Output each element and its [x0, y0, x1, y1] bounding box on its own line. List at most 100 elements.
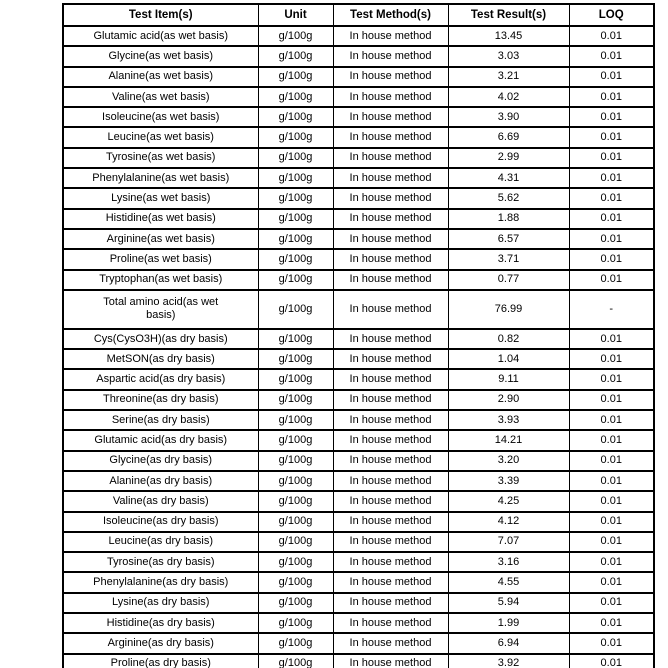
cell-test-result: 1.99: [447, 612, 570, 635]
cell-unit: g/100g: [257, 187, 334, 210]
cell-test-result: 4.55: [447, 571, 570, 594]
cell-test-result: 6.69: [447, 126, 570, 149]
cell-test-method: In house method: [332, 65, 449, 88]
cell-unit: g/100g: [257, 146, 334, 170]
cell-test-method: In house method: [332, 187, 449, 210]
cell-unit: g/100g: [257, 510, 334, 533]
cell-test-item: MetSON(as dry basis): [62, 348, 259, 371]
cell-test-item: Aspartic acid(as dry basis): [62, 368, 259, 391]
cell-test-item: Valine(as wet basis): [62, 85, 259, 109]
cell-test-result: 2.99: [447, 146, 570, 170]
header-row: Test Item(s) Unit Test Method(s) Test Re…: [62, 3, 655, 27]
cell-test-result: 3.92: [447, 652, 570, 668]
cell-loq: 0.01: [568, 510, 655, 533]
cell-loq: 0.01: [568, 207, 655, 230]
cell-loq: 0.01: [568, 126, 655, 149]
cell-unit: g/100g: [257, 591, 334, 615]
cell-test-result: 3.03: [447, 45, 570, 68]
cell-test-result: 3.20: [447, 449, 570, 472]
cell-test-method: In house method: [332, 632, 449, 655]
cell-loq: 0.01: [568, 612, 655, 635]
cell-test-result: 4.02: [447, 85, 570, 109]
cell-test-result: 3.71: [447, 248, 570, 271]
table-row: Aspartic acid(as dry basis) g/100g In ho…: [62, 368, 655, 391]
cell-unit: g/100g: [257, 227, 334, 251]
cell-unit: g/100g: [257, 551, 334, 574]
cell-loq: 0.01: [568, 449, 655, 472]
table-row: Alanine(as wet basis) g/100g In house me…: [62, 65, 655, 88]
cell-loq: 0.01: [568, 227, 655, 251]
table-row: Total amino acid(as wet basis) g/100g In…: [62, 288, 655, 330]
cell-unit: g/100g: [257, 268, 334, 291]
table-row: Alanine(as dry basis) g/100g In house me…: [62, 469, 655, 493]
cell-test-result: 2.90: [447, 388, 570, 412]
table-row: Leucine(as wet basis) g/100g In house me…: [62, 126, 655, 149]
table-row: Leucine(as dry basis) g/100g In house me…: [62, 530, 655, 554]
cell-test-result: 14.21: [447, 429, 570, 452]
cell-test-method: In house method: [332, 248, 449, 271]
cell-loq: 0.01: [568, 551, 655, 574]
cell-test-method: In house method: [332, 571, 449, 594]
cell-test-item: Tyrosine(as dry basis): [62, 551, 259, 574]
table-row: Phenylalanine(as wet basis) g/100g In ho…: [62, 167, 655, 190]
cell-test-method: In house method: [332, 45, 449, 68]
cell-test-method: In house method: [332, 388, 449, 412]
cell-test-item: Histidine(as wet basis): [62, 207, 259, 230]
cell-test-item: Glycine(as dry basis): [62, 449, 259, 472]
cell-unit: g/100g: [257, 65, 334, 88]
cell-test-result: 4.31: [447, 167, 570, 190]
cell-loq: 0.01: [568, 167, 655, 190]
cell-unit: g/100g: [257, 429, 334, 452]
table-row: Proline(as wet basis) g/100g In house me…: [62, 248, 655, 271]
cell-loq: 0.01: [568, 409, 655, 432]
table-row: Glycine(as wet basis) g/100g In house me…: [62, 45, 655, 68]
cell-test-method: In house method: [332, 227, 449, 251]
table-row: Tyrosine(as dry basis) g/100g In house m…: [62, 551, 655, 574]
cell-test-result: 3.90: [447, 106, 570, 129]
cell-test-item: Leucine(as wet basis): [62, 126, 259, 149]
table-row: Isoleucine(as dry basis) g/100g In house…: [62, 510, 655, 533]
cell-unit: g/100g: [257, 409, 334, 432]
table-row: Glutamic acid(as wet basis) g/100g In ho…: [62, 24, 655, 48]
cell-test-method: In house method: [332, 268, 449, 291]
cell-test-item: Arginine(as dry basis): [62, 632, 259, 655]
cell-unit: g/100g: [257, 248, 334, 271]
table-row: Threonine(as dry basis) g/100g In house …: [62, 388, 655, 412]
cell-unit: g/100g: [257, 207, 334, 230]
cell-test-item: Leucine(as dry basis): [62, 530, 259, 554]
cell-test-item: Proline(as dry basis): [62, 652, 259, 668]
cell-test-method: In house method: [332, 510, 449, 533]
cell-test-method: In house method: [332, 146, 449, 170]
cell-test-method: In house method: [332, 429, 449, 452]
cell-test-result: 3.21: [447, 65, 570, 88]
cell-unit: g/100g: [257, 571, 334, 594]
table-row: Phenylalanine(as dry basis) g/100g In ho…: [62, 571, 655, 594]
cell-test-item: Glycine(as wet basis): [62, 45, 259, 68]
column-header-test-method: Test Method(s): [332, 3, 449, 27]
table-row: Proline(as dry basis) g/100g In house me…: [62, 652, 655, 668]
cell-test-result: 4.25: [447, 490, 570, 513]
cell-test-result: 0.82: [447, 327, 570, 351]
cell-test-result: 3.93: [447, 409, 570, 432]
cell-loq: 0.01: [568, 268, 655, 291]
table-row: Lysine(as dry basis) g/100g In house met…: [62, 591, 655, 615]
cell-test-item: Threonine(as dry basis): [62, 388, 259, 412]
cell-test-method: In house method: [332, 327, 449, 351]
cell-test-method: In house method: [332, 530, 449, 554]
cell-test-method: In house method: [332, 85, 449, 109]
column-header-unit: Unit: [257, 3, 334, 27]
cell-test-result: 3.16: [447, 551, 570, 574]
cell-test-method: In house method: [332, 368, 449, 391]
cell-loq: 0.01: [568, 248, 655, 271]
cell-test-result: 1.88: [447, 207, 570, 230]
cell-unit: g/100g: [257, 327, 334, 351]
cell-loq: 0.01: [568, 429, 655, 452]
table-row: Valine(as dry basis) g/100g In house met…: [62, 490, 655, 513]
table-row: Isoleucine(as wet basis) g/100g In house…: [62, 106, 655, 129]
table-row: Tyrosine(as wet basis) g/100g In house m…: [62, 146, 655, 170]
cell-loq: 0.01: [568, 327, 655, 351]
cell-test-item: Cys(CysO3H)(as dry basis): [62, 327, 259, 351]
cell-loq: 0.01: [568, 368, 655, 391]
cell-unit: g/100g: [257, 530, 334, 554]
